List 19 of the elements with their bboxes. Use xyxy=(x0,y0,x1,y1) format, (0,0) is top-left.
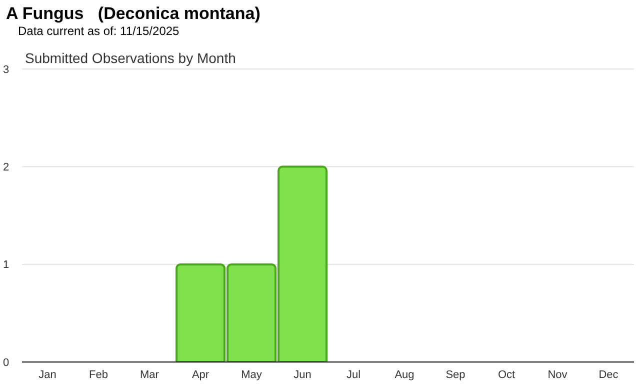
y-tick-label: 1 xyxy=(3,259,10,272)
text: Submitted Observations by Month xyxy=(25,50,236,66)
x-tick-label: Nov xyxy=(548,368,568,381)
x-tick-label: Sep xyxy=(446,368,466,381)
x-tick-label: May xyxy=(241,368,262,381)
x-tick-label: Oct xyxy=(498,368,516,381)
chart-subtitle: Data current as of: 11/15/2025 xyxy=(18,24,180,38)
x-tick-label: Jul xyxy=(346,368,361,381)
x-tick-label: Dec xyxy=(598,368,619,381)
x-tick-label: Feb xyxy=(89,368,108,381)
y-tick-label: 0 xyxy=(3,356,10,369)
x-tick-label: Aug xyxy=(394,368,414,381)
y-tick-label: 3 xyxy=(3,64,10,76)
y-tick-label: 2 xyxy=(3,162,10,174)
x-tick-label: Jan xyxy=(38,368,56,381)
x-tick-label: Mar xyxy=(140,368,160,381)
x-tick-label: Jun xyxy=(294,368,312,381)
x-tick-label: Apr xyxy=(192,368,210,381)
chart-title: A Fungus (Deconica montana) xyxy=(6,4,260,24)
